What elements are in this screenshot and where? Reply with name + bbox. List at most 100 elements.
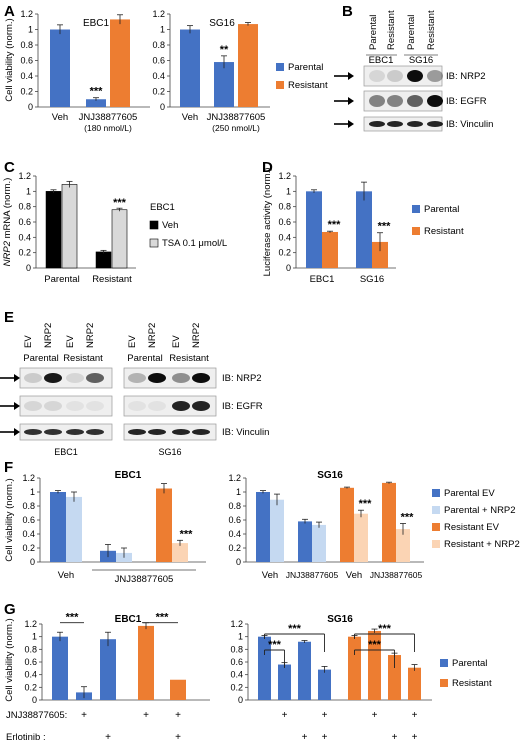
bar-f-sg16-2-0: [340, 487, 354, 562]
significance-label: ***: [90, 86, 104, 98]
blot-band: [24, 429, 42, 435]
lane-label: Resistant: [426, 10, 437, 50]
bar-veh-parental: [45, 191, 62, 269]
y-tick-label: 0.6: [152, 56, 165, 66]
treatment-plus: +: [392, 732, 398, 743]
bar-g-ebc1-resistant-0: [138, 625, 154, 700]
treatment-label-erlotinib: Erlotinib :: [6, 732, 46, 743]
bar-g-sg16-resistant-3: [408, 667, 421, 700]
arrow-head: [348, 72, 354, 80]
legend-swatch: [276, 81, 284, 89]
bar-g-sg16-parental-3: [318, 669, 331, 700]
bar-f-ebc1-2-0: [156, 488, 172, 562]
y-axis-label: Cell viability (norm.): [4, 18, 15, 101]
legend-label: Resistant: [288, 80, 328, 91]
y-tick-label: 0.2: [278, 248, 291, 258]
blot-band: [44, 429, 62, 435]
x-tick-label: Veh: [262, 570, 278, 581]
blot-band: [387, 70, 403, 82]
significance-label: ***: [401, 512, 415, 524]
panel-label-c: C: [4, 159, 15, 176]
cell-line-label: SG16: [158, 447, 181, 457]
y-tick-label: 0.4: [228, 529, 241, 539]
bar-parental-jnj: [214, 62, 234, 107]
x-tick-label: JNJ38877605: [115, 574, 174, 585]
legend-swatch: [440, 679, 448, 687]
y-tick-label: 0.2: [22, 543, 35, 553]
blot-band: [128, 429, 146, 435]
bar-f-sg16-3-0: [382, 482, 396, 562]
bar-resistant-sg16: [372, 241, 388, 268]
y-tick-label: 1.2: [24, 619, 37, 629]
y-axis-label: Cell viability (norm.): [4, 478, 15, 561]
arrow-head: [14, 428, 20, 436]
treatment-plus: +: [372, 710, 378, 721]
x-tick-label: SG16: [360, 274, 384, 285]
y-tick-label: 0.8: [228, 501, 241, 511]
bar-parental-sg16: [356, 191, 372, 268]
group-label: Parental: [127, 353, 162, 364]
y-tick-label: 0: [238, 695, 243, 705]
x-tick-label: Veh: [182, 112, 198, 123]
y-tick-label: 0.4: [18, 232, 31, 242]
blot-strip: [123, 395, 217, 417]
legend-label: Parental: [424, 204, 459, 215]
bar-parental-veh: [50, 29, 70, 107]
group-label: Parental: [23, 353, 58, 364]
group-label: Resistant: [169, 353, 209, 364]
bar-f-sg16-0-0: [256, 492, 270, 562]
legend-label: Parental + NRP2: [444, 505, 516, 516]
blot-band: [86, 373, 104, 383]
y-tick-label: 1.2: [20, 9, 33, 19]
antibody-label: IB: EGFR: [446, 96, 487, 107]
antibody-label: IB: EGFR: [222, 401, 263, 412]
legend-label: TSA 0.1 μmol/L: [162, 238, 227, 249]
panel-label-e: E: [4, 309, 14, 326]
blot-band: [148, 401, 166, 411]
y-tick-label: 0.6: [278, 217, 291, 227]
blot-band: [128, 373, 146, 383]
bar-g-sg16-parental-0: [258, 636, 271, 700]
legend-swatch: [432, 523, 440, 531]
x-tick-label: JNJ38877605: [370, 570, 423, 580]
x-tick-label: EBC1: [310, 274, 335, 285]
lane-label: NRP2: [147, 323, 158, 348]
cell-line-label: EBC1: [54, 447, 78, 457]
y-tick-label: 0.6: [230, 657, 243, 667]
blot-band: [172, 429, 190, 435]
lane-label: Parental: [406, 15, 417, 50]
y-tick-label: 1: [28, 25, 33, 35]
y-tick-label: 1.2: [278, 171, 291, 181]
y-tick-label: 0: [30, 557, 35, 567]
treatment-plus: +: [175, 732, 181, 743]
legend-label: Parental: [288, 62, 323, 73]
legend-swatch: [440, 659, 448, 667]
x-tick-label: Veh: [58, 570, 74, 581]
blot-band: [66, 401, 84, 411]
bar-parental-ebc1: [306, 191, 322, 268]
legend-swatch: [276, 63, 284, 71]
treatment-plus: +: [175, 710, 181, 721]
bar-g-sg16-resistant-2: [388, 655, 401, 700]
significance-label: ***: [66, 612, 80, 624]
y-tick-label: 0.2: [18, 248, 31, 258]
panel-label-b: B: [342, 3, 353, 20]
blot-band: [407, 121, 423, 127]
panel-label-g: G: [4, 601, 16, 618]
panel-label-f: F: [4, 459, 13, 476]
significance-label: ***: [378, 623, 392, 635]
cell-line-label: EBC1: [369, 55, 394, 66]
treatment-label-jnj: JNJ38877605:: [6, 710, 67, 721]
blot-strip: [123, 423, 217, 441]
bar-resistant-jnj: [110, 19, 130, 107]
y-tick-label: 0.6: [228, 515, 241, 525]
blot-band: [369, 70, 385, 82]
legend-label: Parental: [452, 658, 487, 669]
y-tick-label: 1: [286, 186, 291, 196]
y-tick-label: 0.6: [24, 657, 37, 667]
chart-title: SG16: [209, 18, 235, 29]
y-tick-label: 0.8: [18, 202, 31, 212]
blot-band: [148, 429, 166, 435]
x-tick-label: Parental: [44, 274, 79, 285]
arrow-head: [14, 374, 20, 382]
